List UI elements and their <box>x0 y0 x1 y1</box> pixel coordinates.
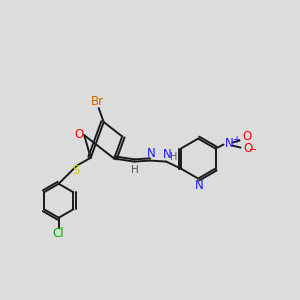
Text: H: H <box>131 165 139 175</box>
Text: N: N <box>195 179 204 192</box>
Text: Br: Br <box>91 94 104 107</box>
Text: N: N <box>147 147 156 160</box>
Text: H: H <box>170 152 178 162</box>
Text: S: S <box>72 164 80 177</box>
Text: O: O <box>242 130 251 143</box>
Text: −: − <box>249 145 258 154</box>
Text: +: + <box>232 135 241 145</box>
Text: O: O <box>243 142 252 155</box>
Text: N: N <box>225 137 234 150</box>
Text: N: N <box>163 148 172 161</box>
Text: Cl: Cl <box>53 227 64 240</box>
Text: O: O <box>75 128 84 141</box>
